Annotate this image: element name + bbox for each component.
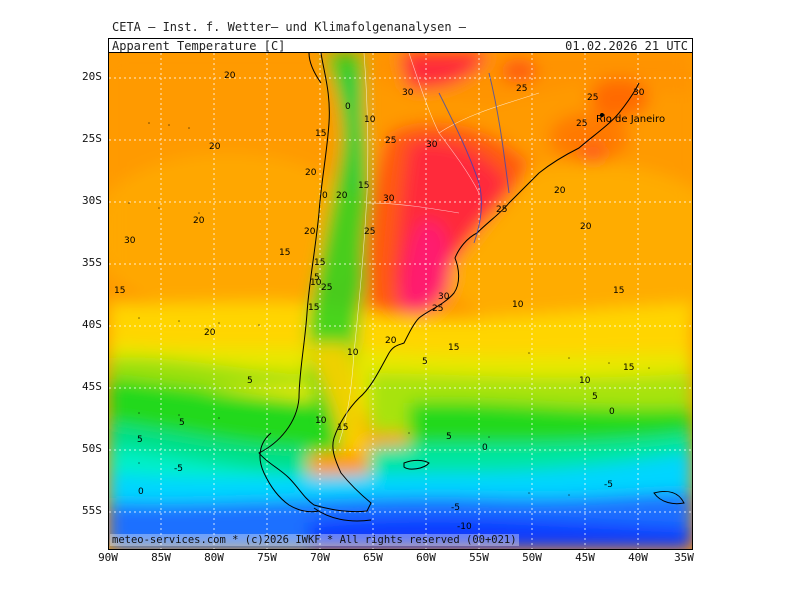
contour-label: 10 bbox=[364, 115, 376, 125]
lat-tick: 20S bbox=[82, 70, 102, 83]
graticule bbox=[109, 53, 692, 549]
lon-tick: 80W bbox=[204, 551, 224, 564]
contour-label: 0 bbox=[322, 191, 328, 201]
valid-time-label: 01.02.2026 21 UTC bbox=[565, 39, 688, 53]
contour-label: 5 bbox=[314, 273, 320, 283]
lat-tick: 40S bbox=[82, 318, 102, 331]
contour-label: 25 bbox=[516, 84, 527, 94]
contour-label: 25 bbox=[321, 283, 332, 293]
contour-label: 20 bbox=[193, 216, 205, 226]
lat-tick: 45S bbox=[82, 380, 102, 393]
contour-label: 5 bbox=[592, 392, 598, 402]
contour-label: 20 bbox=[385, 336, 397, 346]
lon-tick: 75W bbox=[257, 551, 277, 564]
contour-label: 25 bbox=[385, 136, 396, 146]
contour-label: 25 bbox=[576, 119, 587, 129]
contour-label: 15 bbox=[623, 363, 634, 373]
temperature-map: 20 30 25 25 30 0 10 15 25 20 25 30 15 20… bbox=[108, 52, 693, 550]
contour-label: 30 bbox=[383, 194, 395, 204]
lon-tick: 65W bbox=[363, 551, 383, 564]
contour-label: 20 bbox=[336, 191, 348, 201]
contour-label: 0 bbox=[609, 407, 615, 417]
contour-label: 15 bbox=[279, 248, 290, 258]
contour-label: 25 bbox=[432, 304, 443, 314]
contour-label: 15 bbox=[448, 343, 459, 353]
chart-title: CETA – Inst. f. Wetter– und Klimafolgena… bbox=[112, 20, 467, 34]
contour-label: 10 bbox=[347, 348, 359, 358]
contour-label: 15 bbox=[315, 129, 326, 139]
contour-label: 10 bbox=[579, 376, 591, 386]
lon-tick: 35W bbox=[674, 551, 694, 564]
contour-label: 10 bbox=[315, 416, 327, 426]
contour-label: 25 bbox=[496, 205, 507, 215]
lon-tick: 90W bbox=[98, 551, 118, 564]
lon-tick: 70W bbox=[310, 551, 330, 564]
rivers bbox=[438, 72, 510, 244]
contour-label: 10 bbox=[512, 300, 524, 310]
lon-tick: 45W bbox=[575, 551, 595, 564]
copyright-footer: meteo-services.com * (c)2026 IWKF * All … bbox=[110, 534, 519, 546]
lon-tick: 55W bbox=[469, 551, 489, 564]
lat-tick: 55S bbox=[82, 504, 102, 517]
contour-label: 30 bbox=[426, 140, 438, 150]
lat-tick: 30S bbox=[82, 194, 102, 207]
contour-label: 5 bbox=[137, 435, 143, 445]
coastline bbox=[258, 53, 685, 522]
city-marker bbox=[600, 113, 604, 117]
contour-label: 0 bbox=[482, 443, 488, 453]
contour-label: 20 bbox=[204, 328, 216, 338]
place-label: Rio de Janeiro bbox=[596, 114, 665, 125]
contour-label: 30 bbox=[402, 88, 414, 98]
contour-label: 25 bbox=[587, 93, 598, 103]
contour-label: 20 bbox=[554, 186, 566, 196]
contour-label: 20 bbox=[209, 142, 221, 152]
lon-tick: 40W bbox=[628, 551, 648, 564]
parameter-label: Apparent_Temperature [C] bbox=[112, 39, 286, 53]
contour-label: 5 bbox=[422, 357, 428, 367]
contour-label: 15 bbox=[613, 286, 624, 296]
contour-label: 10 bbox=[310, 278, 322, 288]
contour-label: 25 bbox=[364, 227, 375, 237]
contour-label: 20 bbox=[224, 71, 236, 81]
contour-label: 20 bbox=[304, 227, 316, 237]
contour-label: 15 bbox=[337, 423, 348, 433]
contour-label: 5 bbox=[446, 432, 452, 442]
contour-label: -10 bbox=[457, 522, 472, 532]
contour-label: 15 bbox=[308, 303, 319, 313]
contour-label: -5 bbox=[174, 464, 183, 474]
contour-label: 15 bbox=[314, 258, 325, 268]
contour-label: 0 bbox=[138, 487, 144, 497]
isolines bbox=[128, 122, 650, 496]
lat-tick: 35S bbox=[82, 256, 102, 269]
contour-label: 15 bbox=[358, 181, 369, 191]
contour-labels: 20 30 25 25 30 0 10 15 25 20 25 30 15 20… bbox=[114, 71, 645, 532]
lon-tick: 50W bbox=[522, 551, 542, 564]
contour-label: -5 bbox=[604, 480, 613, 490]
lat-tick: 25S bbox=[82, 132, 102, 145]
subtitle-bar bbox=[108, 38, 693, 52]
contour-label: 30 bbox=[438, 292, 450, 302]
contour-label: 20 bbox=[305, 168, 317, 178]
contour-label: 5 bbox=[179, 418, 185, 428]
contour-label: 5 bbox=[247, 376, 253, 386]
lon-tick: 85W bbox=[151, 551, 171, 564]
lat-tick: 50S bbox=[82, 442, 102, 455]
contour-label: 30 bbox=[633, 88, 645, 98]
contour-label: -5 bbox=[451, 503, 460, 513]
lon-tick: 60W bbox=[416, 551, 436, 564]
contour-label: 20 bbox=[580, 222, 592, 232]
contour-label: 15 bbox=[114, 286, 125, 296]
map-canvas: 20 30 25 25 30 0 10 15 25 20 25 30 15 20… bbox=[109, 53, 692, 549]
borders bbox=[338, 53, 540, 444]
contour-label: 30 bbox=[124, 236, 136, 246]
contour-label: 0 bbox=[345, 102, 351, 112]
